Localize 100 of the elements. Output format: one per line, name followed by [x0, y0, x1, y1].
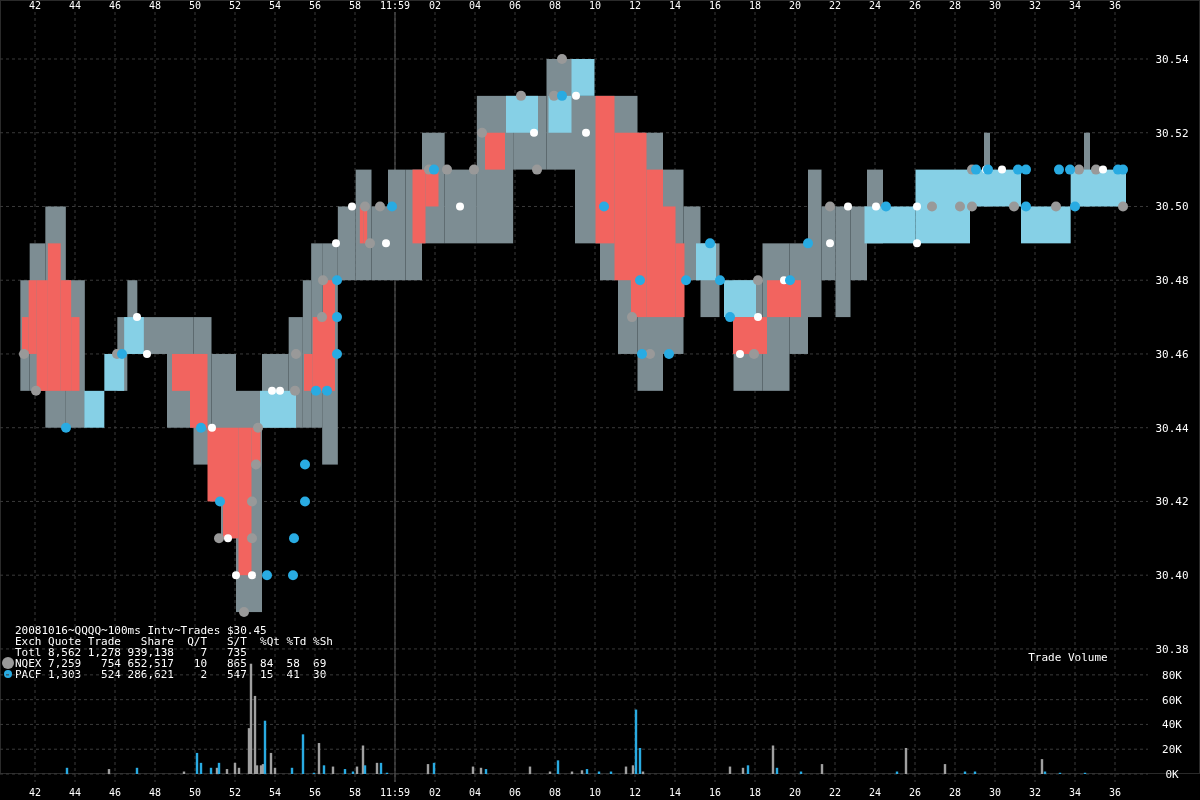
- x2-tick-label: 24: [868, 0, 882, 11]
- point: [881, 201, 891, 212]
- point: [311, 385, 321, 396]
- point: [557, 53, 567, 64]
- point: [681, 275, 691, 286]
- annotation: 7,259 754 652,517 10 865 84 58 69: [41, 657, 327, 670]
- point: [664, 348, 674, 359]
- point: [208, 423, 216, 432]
- bar: [124, 317, 144, 354]
- point: [803, 238, 813, 249]
- x2-tick-label: 12: [628, 0, 642, 11]
- point: [196, 422, 206, 433]
- bar: [104, 353, 125, 391]
- point: [1021, 164, 1031, 175]
- point: [291, 348, 301, 359]
- x2-tick-label: 42: [28, 0, 42, 11]
- x2-tick-label: 11:59: [379, 0, 411, 11]
- x-tick-label: 04: [468, 787, 482, 798]
- point: [300, 459, 310, 470]
- x-tick-label: 28: [948, 787, 962, 798]
- point: [456, 202, 464, 211]
- point: [429, 164, 439, 175]
- x-tick-label: 26: [908, 787, 922, 798]
- x-tick-label: 30: [988, 787, 1002, 798]
- point: [1099, 165, 1107, 174]
- x2-tick-label: 22: [828, 0, 842, 11]
- legend-label: PACF: [15, 668, 42, 681]
- point: [268, 386, 276, 395]
- point: [251, 459, 261, 470]
- x-tick-label: 22: [828, 787, 842, 798]
- point: [387, 201, 397, 212]
- y-tick-label: 30.54: [1155, 52, 1189, 66]
- x-tick-label: 58: [348, 787, 362, 798]
- point: [31, 385, 41, 396]
- x-tick-label: 48: [148, 787, 162, 798]
- point: [348, 202, 356, 211]
- x-tick-label: 44: [68, 787, 82, 798]
- x2-tick-label: 28: [948, 0, 962, 11]
- x-tick-label: 34: [1068, 787, 1082, 798]
- point: [927, 201, 937, 212]
- point: [300, 496, 310, 507]
- point: [322, 385, 332, 396]
- point: [318, 275, 328, 286]
- x2-tick-label: 34: [1068, 0, 1082, 11]
- x2-tick-label: 14: [668, 0, 682, 11]
- point: [248, 571, 256, 580]
- point: [1021, 201, 1031, 212]
- annotation: 1,303 524 286,621 2 547 15 41 30: [41, 668, 327, 681]
- x2-tick-label: 10: [588, 0, 602, 11]
- point: [637, 348, 647, 359]
- point: [1051, 201, 1061, 212]
- x2-tick-label: 50: [188, 0, 202, 11]
- point: [290, 385, 300, 396]
- point: [317, 312, 327, 323]
- point: [360, 201, 370, 212]
- point: [61, 422, 71, 433]
- y-tick-label: 60K: [1162, 693, 1183, 707]
- x-tick-label: 06: [508, 787, 522, 798]
- y-tick-label: 80K: [1162, 668, 1183, 682]
- x-tick-label: 24: [868, 787, 882, 798]
- point: [913, 202, 921, 211]
- x-tick-label: 14: [668, 787, 682, 798]
- point: [753, 275, 763, 286]
- point: [599, 201, 609, 212]
- point: [288, 570, 298, 581]
- y-tick-label: 30.44: [1155, 421, 1189, 435]
- x-tick-label: 54: [268, 787, 282, 798]
- x-tick-label: 56: [308, 787, 322, 798]
- x-tick-label: 12: [628, 787, 642, 798]
- x2-tick-label: 02: [428, 0, 442, 11]
- point: [375, 201, 385, 212]
- point: [967, 201, 977, 212]
- point: [715, 275, 725, 286]
- chart-title: Trade Volume: [1028, 651, 1108, 664]
- point: [825, 201, 835, 212]
- x2-tick-label: 06: [508, 0, 522, 11]
- point: [530, 128, 538, 137]
- point: [785, 275, 795, 286]
- bar: [84, 390, 105, 428]
- point: [332, 275, 342, 286]
- point: [1074, 164, 1084, 175]
- point: [469, 164, 479, 175]
- point: [332, 312, 342, 323]
- y-tick-label: 0K: [1165, 767, 1179, 781]
- y-tick-label: 30.50: [1155, 200, 1189, 214]
- point: [239, 607, 249, 618]
- point: [572, 91, 580, 100]
- point: [913, 239, 921, 248]
- x-tick-label: 18: [748, 787, 762, 798]
- point: [1009, 201, 1019, 212]
- point: [826, 239, 834, 248]
- x2-tick-label: 08: [548, 0, 562, 11]
- legend-label: NQEX: [15, 657, 42, 670]
- point: [754, 313, 762, 322]
- x2-tick-label: 54: [268, 0, 282, 11]
- x-tick-label: 50: [188, 787, 202, 798]
- point: [133, 313, 141, 322]
- point: [872, 202, 880, 211]
- x-tick-label: 52: [228, 787, 242, 798]
- point: [19, 348, 29, 359]
